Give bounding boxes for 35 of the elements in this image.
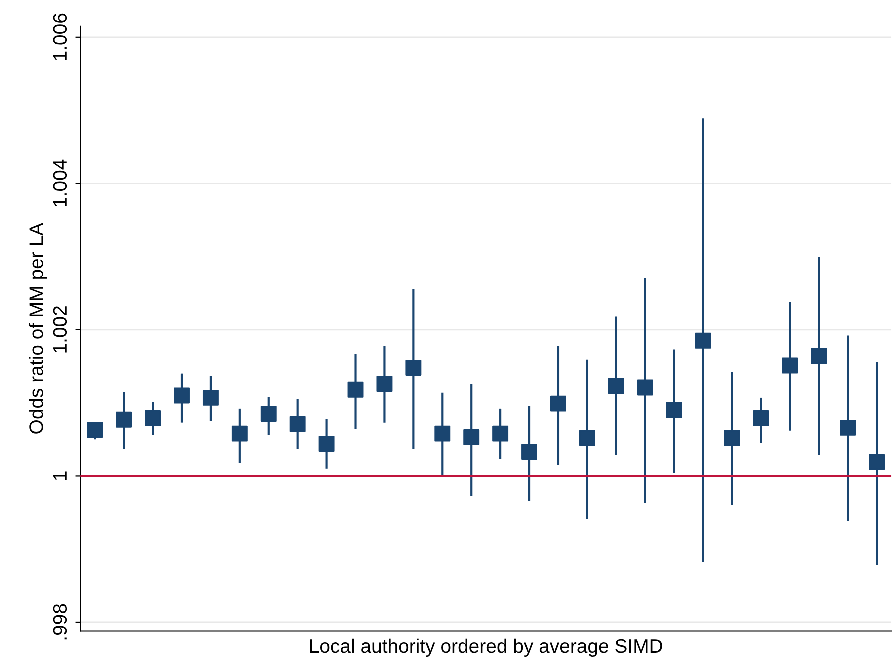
- y-tick-label: 1.002: [53, 306, 68, 353]
- point: [434, 426, 451, 442]
- point: [376, 376, 393, 392]
- point: [145, 410, 162, 426]
- y-tick-label: 1: [54, 472, 67, 480]
- y-tick-label: 1.006: [53, 14, 68, 60]
- point: [406, 360, 422, 376]
- point: [753, 410, 770, 426]
- point: [522, 444, 538, 460]
- point: [202, 390, 219, 406]
- point: [290, 416, 306, 432]
- point: [348, 382, 364, 398]
- point: [464, 429, 480, 446]
- point: [174, 388, 190, 404]
- y-axis-title: Odds ratio of MM per LA: [29, 222, 48, 434]
- point: [608, 378, 624, 394]
- point: [666, 402, 682, 418]
- point: [811, 348, 828, 364]
- point: [869, 454, 886, 470]
- point: [87, 422, 104, 438]
- point: [492, 426, 509, 442]
- point: [232, 426, 248, 442]
- point: [724, 430, 740, 446]
- point: [782, 358, 798, 374]
- y-tick-label: 1.004: [53, 160, 68, 207]
- point: [579, 430, 596, 446]
- point: [637, 380, 654, 396]
- point: [260, 406, 277, 422]
- x-axis-title: Local authority ordered by average SIMD: [310, 638, 662, 658]
- point: [695, 332, 712, 349]
- point: [318, 436, 335, 452]
- point: [840, 420, 856, 436]
- point: [550, 396, 566, 412]
- y-tick-label: .998: [53, 604, 68, 640]
- point: [116, 412, 132, 428]
